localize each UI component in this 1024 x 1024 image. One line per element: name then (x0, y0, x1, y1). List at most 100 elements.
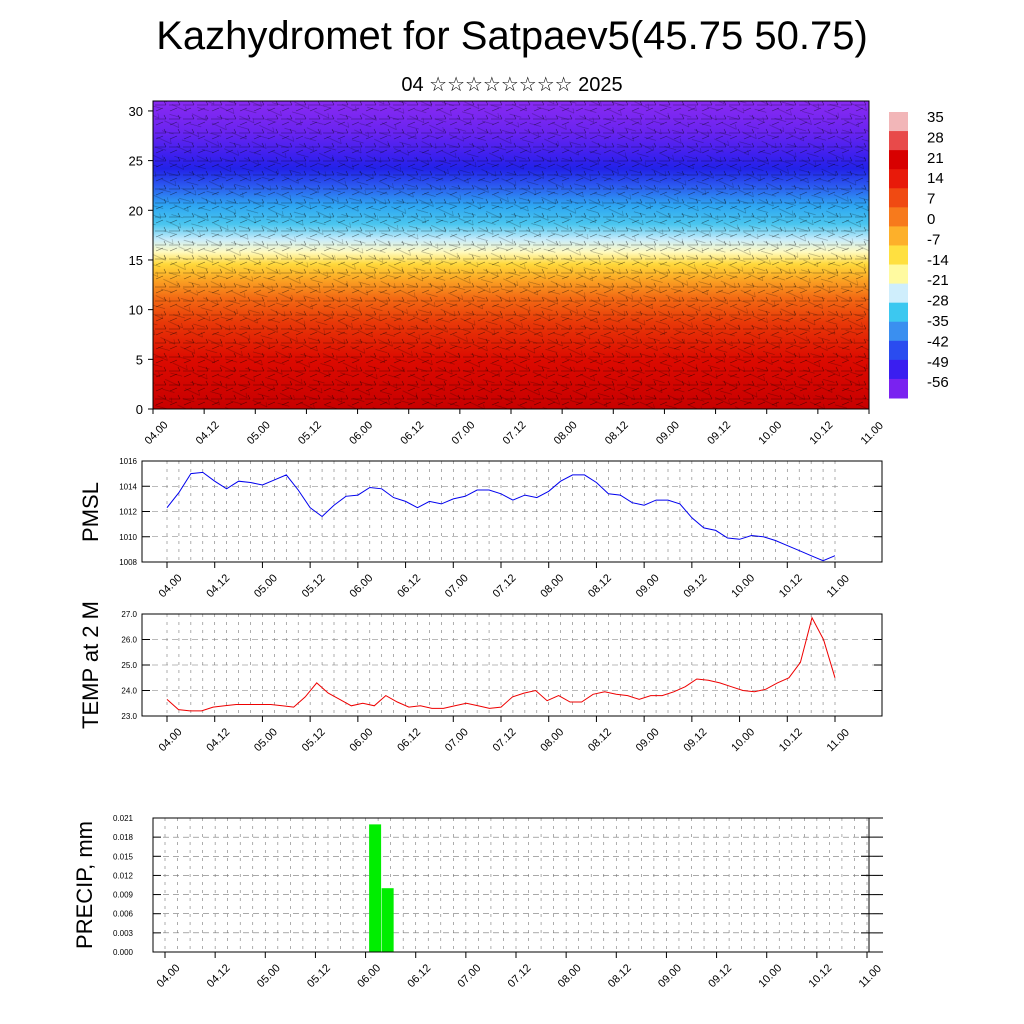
heatmap-x-tick-label: 09.12 (705, 419, 733, 447)
colorbar-label: -7 (927, 231, 940, 248)
x-tick-label: 07.00 (455, 962, 483, 990)
x-tick-label: 09.00 (634, 572, 662, 600)
x-tick-label: 09.12 (681, 726, 709, 754)
x-tick-label: 04.12 (204, 572, 232, 600)
x-tick-label: 04.00 (155, 962, 183, 990)
pmsl-axes: 1016 1014 1012 1010 1008 04.00 04.12 05.00 05.12… (119, 457, 882, 600)
precip-bar (381, 888, 394, 952)
colorbar-segment (889, 378, 908, 399)
x-tick-label: 11.00 (825, 727, 852, 754)
x-tick-label: 09.00 (656, 962, 684, 990)
colorbar-segment (889, 245, 908, 266)
x-tick-label: 05.00 (255, 962, 283, 990)
x-tick-label: 08.12 (586, 726, 614, 754)
x-tick-label: 05.00 (252, 726, 280, 754)
x-tick-label: 06.00 (347, 572, 375, 600)
y-tick-label: 1014 (119, 482, 137, 491)
y-tick-label: 27.0 (121, 610, 137, 619)
y-tick-label: 23.0 (121, 712, 137, 721)
precip-frame (152, 817, 870, 953)
heatmap-y-tick-label: 25 (129, 154, 143, 169)
precip-grid (153, 817, 883, 953)
heatmap-x-axis: 04.00 04.12 05.00 05.12 06.00 06.12 07.00 07.12… (143, 409, 886, 447)
y-tick-label: 0.006 (113, 910, 134, 919)
heatmap-x-tick-label: 04.12 (194, 419, 222, 447)
colorbar-label: 21 (927, 150, 944, 167)
x-tick-label: 10.12 (777, 572, 805, 600)
x-tick-label: 04.12 (205, 962, 233, 990)
x-tick-label: 08.12 (586, 572, 614, 600)
y-tick-label: 26.0 (121, 636, 137, 645)
x-tick-label: 05.12 (300, 572, 328, 600)
precip-bars (369, 824, 394, 952)
colorbar-segment (889, 188, 908, 208)
heatmap-y-tick-label: 0 (136, 402, 143, 417)
x-tick-label: 06.12 (395, 726, 423, 754)
x-tick-label: 07.00 (443, 726, 471, 754)
x-tick-label: 08.00 (538, 572, 566, 600)
x-tick-label: 10.12 (777, 726, 805, 754)
x-tick-label: 10.00 (756, 962, 784, 990)
colorbar-segment (889, 150, 908, 170)
colorbar-label: 28 (927, 129, 944, 146)
y-tick-label: 0.000 (113, 948, 134, 957)
y-tick-label: 1010 (119, 533, 137, 542)
precip-panel: 0.021 0.018 0.015 0.012 0.009 0.006 0.003 0.000… (72, 814, 884, 990)
colorbar-segment (889, 283, 908, 304)
colorbar-segment (889, 131, 908, 151)
x-tick-label: 05.12 (300, 726, 328, 754)
colorbar-label: -14 (927, 252, 949, 269)
colorbar-segment (889, 112, 908, 132)
heatmap-x-tick-label: 07.12 (501, 419, 529, 447)
heatmap-x-tick-label: 06.12 (398, 419, 426, 447)
x-tick-label: 08.12 (606, 962, 634, 990)
x-tick-label: 07.12 (491, 572, 519, 600)
y-tick-label: 0.015 (113, 852, 134, 861)
colorbar-segment (889, 359, 908, 380)
y-tick-label: 1012 (119, 508, 137, 517)
x-tick-label: 05.00 (252, 572, 280, 600)
x-tick-label: 06.12 (395, 572, 423, 600)
x-tick-label: 04.00 (157, 572, 185, 600)
precip-bar (369, 824, 382, 952)
heatmap-y-axis: 0 5 10 15 20 25 30 (129, 104, 153, 417)
temp-axes: 27.0 26.0 25.0 24.0 23.0 04.00 04.12 05.00 05.12… (121, 610, 882, 754)
heatmap-y-tick-label: 15 (129, 253, 143, 268)
precip-axes: 0.021 0.018 0.015 0.012 0.009 0.006 0.003 0.000… (113, 814, 884, 990)
heatmap-x-tick-label: 09.00 (654, 419, 682, 447)
colorbar-segment (889, 264, 908, 285)
heatmap-x-tick-label: 05.00 (245, 419, 273, 447)
x-tick-label: 07.12 (491, 726, 519, 754)
colorbar-label: 0 (927, 211, 935, 228)
colorbar-label: -42 (927, 333, 949, 350)
pmsl-panel: 1016 1014 1012 1010 1008 04.00 04.12 05.00 05.12… (78, 457, 883, 600)
temp-series-line (166, 616, 836, 712)
colorbar-segment (889, 169, 908, 189)
precip-axis-title: PRECIP, mm (72, 821, 97, 949)
y-tick-label: 0.003 (113, 929, 134, 938)
x-tick-label: 06.12 (405, 962, 433, 990)
x-tick-label: 11.00 (857, 963, 884, 990)
y-tick-label: 0.018 (113, 833, 134, 842)
temp-axis-title: TEMP at 2 M (78, 601, 103, 729)
x-tick-label: 06.00 (355, 962, 383, 990)
x-tick-label: 06.00 (347, 726, 375, 754)
colorbar-segment (889, 321, 908, 342)
heatmap-x-tick-label: 10.12 (807, 419, 835, 447)
y-tick-label: 0.012 (113, 871, 134, 880)
x-tick-label: 05.12 (305, 962, 333, 990)
x-tick-label: 11.00 (825, 573, 852, 600)
y-tick-label: 1016 (119, 457, 137, 466)
heatmap-y-tick-label: 5 (136, 352, 143, 367)
pmsl-axis-title: PMSL (78, 482, 103, 542)
heatmap-y-tick-label: 20 (129, 203, 143, 218)
x-tick-label: 10.00 (729, 726, 757, 754)
chart-subtitle: 04 ☆☆☆☆☆☆☆☆ 2025 (401, 74, 623, 96)
pmsl-grid (142, 460, 882, 563)
pmsl-series-line (166, 471, 836, 562)
heatmap-x-tick-label: 04.00 (143, 419, 171, 447)
x-tick-label: 09.00 (634, 726, 662, 754)
heatmap-x-tick-label: 11.00 (859, 420, 886, 447)
y-tick-label: 0.021 (113, 814, 134, 823)
y-tick-label: 24.0 (121, 687, 137, 696)
